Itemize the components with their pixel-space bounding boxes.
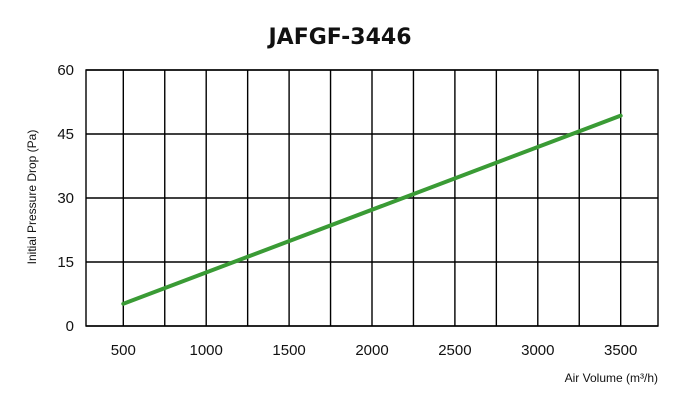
series-layer bbox=[121, 113, 623, 306]
y-tick-label: 45 bbox=[57, 126, 74, 143]
x-tick-label: 1500 bbox=[272, 342, 305, 359]
x-tick-label: 3500 bbox=[604, 342, 637, 359]
plot-frame bbox=[85, 69, 659, 327]
x-tick-label: 3000 bbox=[521, 342, 554, 359]
x-tick-labels: 500 1000 1500 2000 2500 3000 3500 bbox=[111, 342, 638, 359]
y-tick-labels: 0 15 30 45 60 bbox=[57, 62, 74, 335]
x-tick-label: 500 bbox=[111, 342, 136, 359]
x-axis-label: Air Volume (m³/h) bbox=[565, 371, 658, 385]
y-tick-label: 15 bbox=[57, 254, 74, 271]
x-tick-label: 2000 bbox=[355, 342, 388, 359]
y-tick-label: 30 bbox=[57, 190, 74, 207]
chart-title: JAFGF-3446 bbox=[266, 25, 411, 50]
x-tick-label: 2500 bbox=[438, 342, 471, 359]
y-tick-label: 60 bbox=[57, 62, 74, 79]
series-line bbox=[121, 113, 623, 306]
x-tick-label: 1000 bbox=[190, 342, 223, 359]
y-tick-label: 0 bbox=[66, 318, 74, 335]
y-axis-label: Initial Pressure Drop (Pa) bbox=[25, 130, 39, 265]
